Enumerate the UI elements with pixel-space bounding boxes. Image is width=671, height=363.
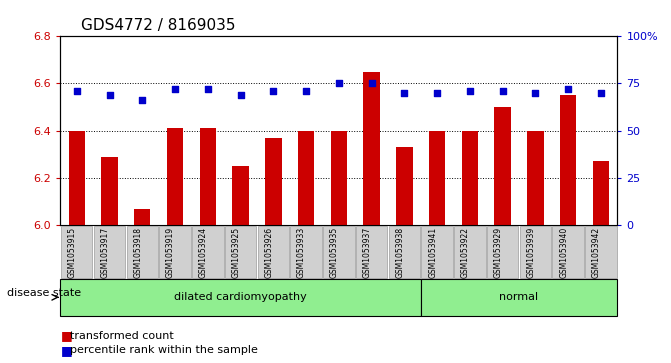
Text: normal: normal bbox=[499, 292, 539, 302]
Text: GSM1053925: GSM1053925 bbox=[231, 227, 241, 278]
Text: GSM1053922: GSM1053922 bbox=[461, 227, 470, 278]
Bar bbox=[298, 131, 314, 225]
Bar bbox=[462, 131, 478, 225]
Text: GSM1053939: GSM1053939 bbox=[527, 227, 535, 278]
Text: GSM1053942: GSM1053942 bbox=[592, 227, 601, 278]
Bar bbox=[167, 129, 183, 225]
Point bbox=[268, 88, 278, 94]
Bar bbox=[232, 166, 249, 225]
Bar bbox=[527, 131, 544, 225]
Bar bbox=[331, 131, 347, 225]
Point bbox=[596, 90, 607, 96]
Bar bbox=[429, 131, 446, 225]
Text: transformed count: transformed count bbox=[70, 331, 174, 341]
Text: GSM1053926: GSM1053926 bbox=[264, 227, 273, 278]
Bar bbox=[265, 138, 282, 225]
Text: GSM1053941: GSM1053941 bbox=[428, 227, 437, 278]
Bar bbox=[200, 129, 216, 225]
Text: ■: ■ bbox=[60, 329, 72, 342]
Text: GSM1053918: GSM1053918 bbox=[134, 227, 142, 278]
Point bbox=[464, 88, 475, 94]
Point bbox=[399, 90, 410, 96]
Text: disease state: disease state bbox=[7, 288, 81, 298]
Point bbox=[431, 90, 442, 96]
Point bbox=[366, 81, 377, 86]
Text: GSM1053940: GSM1053940 bbox=[559, 227, 568, 278]
Point bbox=[530, 90, 541, 96]
Bar bbox=[560, 95, 576, 225]
Point bbox=[301, 88, 311, 94]
Text: GSM1053915: GSM1053915 bbox=[68, 227, 76, 278]
Point bbox=[104, 92, 115, 98]
Bar bbox=[396, 147, 413, 225]
Text: GSM1053935: GSM1053935 bbox=[330, 227, 339, 278]
Point bbox=[563, 86, 574, 92]
Text: percentile rank within the sample: percentile rank within the sample bbox=[70, 345, 258, 355]
Text: dilated cardiomyopathy: dilated cardiomyopathy bbox=[174, 292, 307, 302]
Text: GSM1053929: GSM1053929 bbox=[494, 227, 503, 278]
Point bbox=[71, 88, 82, 94]
Text: GSM1053924: GSM1053924 bbox=[199, 227, 208, 278]
Text: GSM1053919: GSM1053919 bbox=[166, 227, 175, 278]
Bar bbox=[68, 131, 85, 225]
Text: GSM1053937: GSM1053937 bbox=[362, 227, 372, 278]
Text: GSM1053917: GSM1053917 bbox=[101, 227, 109, 278]
Bar bbox=[592, 162, 609, 225]
Point bbox=[137, 98, 148, 103]
Text: GSM1053933: GSM1053933 bbox=[297, 227, 306, 278]
Text: GSM1053938: GSM1053938 bbox=[395, 227, 405, 278]
Bar bbox=[495, 107, 511, 225]
Text: GDS4772 / 8169035: GDS4772 / 8169035 bbox=[81, 18, 235, 33]
Point bbox=[497, 88, 508, 94]
Bar bbox=[101, 157, 117, 225]
Point bbox=[236, 92, 246, 98]
Bar bbox=[364, 72, 380, 225]
Point bbox=[203, 86, 213, 92]
Text: ■: ■ bbox=[60, 344, 72, 357]
Point bbox=[170, 86, 180, 92]
Bar bbox=[134, 209, 150, 225]
Point bbox=[333, 81, 344, 86]
